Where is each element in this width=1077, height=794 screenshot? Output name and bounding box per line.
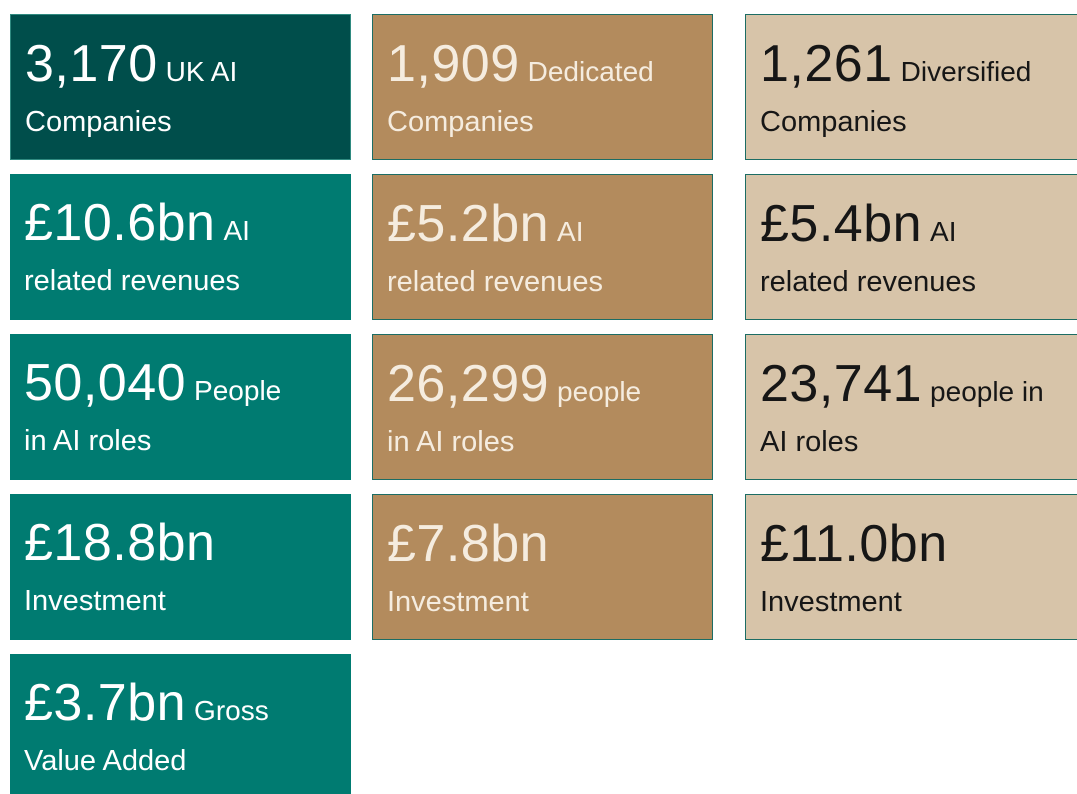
stat-caption: in AI roles xyxy=(387,426,515,458)
stat-suffix: Diversified xyxy=(900,56,1032,87)
headline: 1,909 Dedicated xyxy=(387,37,698,104)
stat-tile: £18.8bn Investment xyxy=(10,494,351,640)
stat-tile: 26,299 people in AI roles xyxy=(372,334,713,480)
stat-caption: in AI roles xyxy=(24,425,152,457)
stat-suffix: Dedicated xyxy=(527,56,654,87)
headline: 26,299 people xyxy=(387,357,698,424)
stat-figure: 23,741 xyxy=(760,355,923,413)
stat-tile: 1,909 Dedicated Companies xyxy=(372,14,713,160)
stat-figure: £5.4bn xyxy=(760,195,923,253)
stat-tile: £7.8bn Investment xyxy=(372,494,713,640)
stat-tile: £5.2bn AI related revenues xyxy=(372,174,713,320)
stat-figure: 26,299 xyxy=(387,355,550,413)
stat-figure: £10.6bn xyxy=(24,194,216,252)
headline: £11.0bn xyxy=(760,517,1070,584)
stat-figure: 1,261 xyxy=(760,35,893,93)
stat-tile: 23,741 people in AI roles xyxy=(745,334,1077,480)
stat-figure: £11.0bn xyxy=(760,515,948,573)
stat-suffix: AI xyxy=(557,216,584,247)
stat-figure: £5.2bn xyxy=(387,195,550,253)
headline: £18.8bn xyxy=(24,516,337,583)
stat-tile: £11.0bn Investment xyxy=(745,494,1077,640)
stat-figure: 1,909 xyxy=(387,35,520,93)
stat-figure: 3,170 xyxy=(25,35,158,93)
stat-tile: 50,040 People in AI roles xyxy=(10,334,351,480)
stat-caption: related revenues xyxy=(387,266,604,298)
stat-caption: Companies xyxy=(25,106,172,138)
stat-tile: 1,261 Diversified Companies xyxy=(745,14,1077,160)
stat-caption: Companies xyxy=(387,106,534,138)
headline: 3,170 UK AI xyxy=(25,37,336,104)
stat-caption: Value Added xyxy=(24,745,187,777)
stat-caption: Companies xyxy=(760,106,907,138)
headline: £7.8bn xyxy=(387,517,698,584)
stat-caption: Investment xyxy=(387,586,529,618)
stat-figure: 50,040 xyxy=(24,354,187,412)
stat-caption: AI roles xyxy=(760,426,859,458)
stat-suffix: people xyxy=(557,376,642,407)
headline: 50,040 People xyxy=(24,356,337,423)
stat-suffix: AI xyxy=(930,216,957,247)
stat-caption: related revenues xyxy=(760,266,977,298)
stat-tile: £3.7bn Gross Value Added xyxy=(10,654,351,794)
headline: £10.6bn AI xyxy=(24,196,337,263)
stat-tile: 3,170 UK AI Companies xyxy=(10,14,351,160)
stat-tile: £10.6bn AI related revenues xyxy=(10,174,351,320)
stat-suffix: People xyxy=(194,375,282,406)
stat-caption: Investment xyxy=(24,585,166,617)
stat-caption: Investment xyxy=(760,586,902,618)
stat-figure: £3.7bn xyxy=(24,674,187,732)
headline: 23,741 people in xyxy=(760,357,1070,424)
stat-figure: £7.8bn xyxy=(387,515,550,573)
stat-suffix: AI xyxy=(223,215,250,246)
headline: £5.2bn AI xyxy=(387,197,698,264)
stat-figure: £18.8bn xyxy=(24,514,216,572)
headline: 1,261 Diversified xyxy=(760,37,1070,104)
headline: £5.4bn AI xyxy=(760,197,1070,264)
stat-suffix: people in xyxy=(930,376,1044,407)
stat-suffix: Gross xyxy=(194,695,269,726)
headline: £3.7bn Gross xyxy=(24,676,337,743)
stat-caption: related revenues xyxy=(24,265,241,297)
stat-suffix: UK AI xyxy=(165,56,238,87)
stat-tile: £5.4bn AI related revenues xyxy=(745,174,1077,320)
